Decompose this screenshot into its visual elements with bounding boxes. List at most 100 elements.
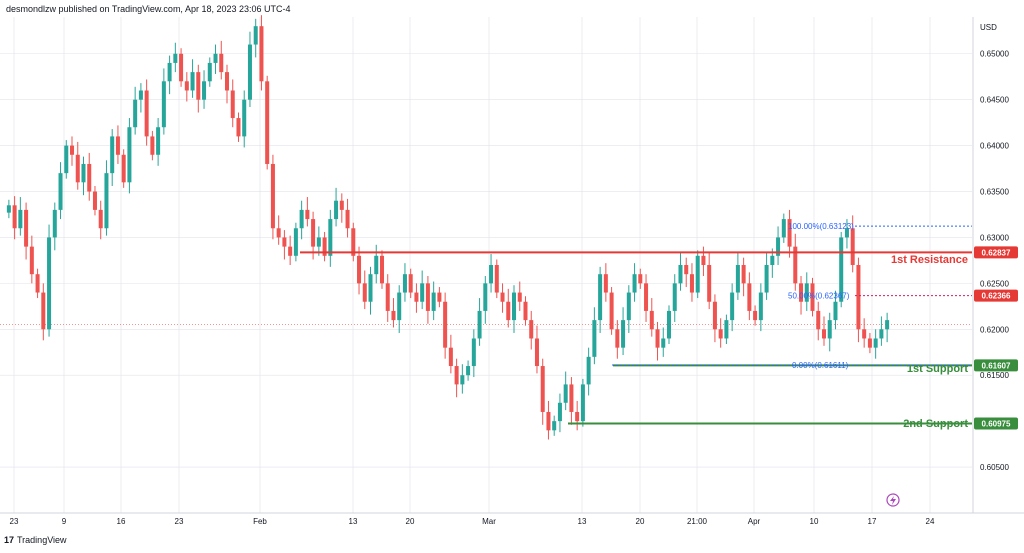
x-tick-label: 13: [578, 517, 587, 526]
tradingview-logo: 17 TradingView: [4, 535, 67, 545]
candle-body: [81, 163, 86, 183]
candle-body: [534, 338, 539, 367]
candle-body: [316, 237, 321, 247]
candle-body: [661, 338, 666, 348]
candle-body: [156, 127, 161, 155]
candle-body: [207, 62, 212, 82]
candle-body: [701, 255, 706, 265]
candle-body: [466, 366, 471, 376]
price-tags: 0.62837 0.61607 0.60975 0.62366: [974, 246, 1018, 430]
candle-body: [420, 283, 425, 302]
candle-body: [615, 329, 620, 348]
candle-body: [753, 310, 758, 321]
candle-body: [115, 136, 120, 155]
candle-body: [712, 301, 717, 330]
candle-body: [489, 265, 494, 284]
candle-body: [603, 274, 608, 293]
candle-body: [672, 283, 677, 311]
candle-body: [546, 411, 551, 431]
candle-body: [850, 228, 855, 265]
candle-body: [471, 338, 476, 367]
candle-body: [552, 421, 557, 431]
candle-body: [741, 265, 746, 284]
candle-body: [75, 154, 80, 183]
candle-body: [787, 219, 792, 247]
candle-body: [833, 301, 838, 321]
candle-body: [64, 145, 69, 174]
candle-body: [644, 283, 649, 311]
y-tick-label: 0.62000: [980, 325, 1009, 334]
candle-body: [569, 384, 574, 412]
candle-body: [167, 62, 172, 82]
candle-body: [242, 99, 247, 137]
time-axis: 23 9 16 23 Feb 13 20 Mar 13 20 21:00 Apr 10 17 24: [10, 517, 935, 526]
fib-label: 0.00%(0.61611): [792, 361, 849, 370]
candle-body: [827, 320, 832, 339]
candle-body: [735, 265, 740, 293]
candlestick-series: [6, 15, 890, 440]
candle-body: [144, 90, 149, 137]
candle-body: [707, 265, 712, 302]
price-axis: 0.65000 0.64500 0.64000 0.63500 0.63000 0.625…: [980, 50, 1009, 472]
candle-body: [282, 237, 287, 247]
chart-grid: [0, 17, 972, 513]
y-tick-label: 0.64500: [980, 96, 1009, 105]
candle-body: [689, 274, 694, 293]
fib-levels: 100.00%(0.63123) 50.00%(0.62367) 0.00%(0.6…: [612, 222, 972, 370]
candle-body: [345, 209, 350, 229]
candle-body: [385, 283, 390, 311]
price-tag-label: 0.62837: [982, 248, 1011, 257]
candle-body: [454, 366, 459, 385]
x-tick-label: 10: [810, 517, 819, 526]
publisher-header: desmondlzw published on TradingView.com,…: [6, 4, 291, 14]
candle-body: [506, 301, 511, 321]
candle-body: [127, 127, 132, 183]
candle-body: [483, 283, 488, 311]
candle-body: [655, 329, 660, 348]
candle-body: [402, 274, 407, 293]
candle-body: [322, 237, 327, 256]
y-tick-label: 0.63500: [980, 188, 1009, 197]
candle-body: [540, 366, 545, 412]
candle-body: [202, 81, 207, 100]
candle-body: [770, 255, 775, 265]
candle-body: [666, 310, 672, 339]
price-tag-label: 0.61607: [982, 361, 1011, 370]
candle-body: [477, 310, 482, 339]
candle-body: [110, 136, 115, 174]
candle-body: [839, 237, 844, 302]
candle-body: [408, 274, 413, 293]
candle-body: [357, 255, 362, 284]
y-tick-label: 0.60500: [980, 463, 1009, 472]
x-tick-label: 16: [117, 517, 126, 526]
lightning-icon[interactable]: [886, 493, 900, 507]
candle-body: [500, 292, 505, 302]
y-tick-label: 0.64000: [980, 142, 1009, 151]
tradingview-logo-mark: 17: [4, 535, 15, 545]
candle-body: [362, 283, 367, 302]
candle-body: [517, 292, 522, 302]
candle-body: [529, 320, 534, 339]
candle-body: [873, 338, 878, 348]
candle-body: [862, 329, 867, 339]
level-label: 1st Resistance: [891, 254, 968, 266]
x-tick-label: 17: [868, 517, 877, 526]
candle-body: [351, 228, 356, 256]
candle-body: [724, 320, 729, 339]
fib-label: 50.00%(0.62367): [788, 292, 850, 301]
candle-body: [844, 228, 849, 238]
candle-body: [821, 329, 826, 339]
candle-body: [867, 338, 872, 348]
candle-body: [29, 246, 34, 275]
candle-body: [810, 283, 815, 311]
candle-body: [276, 228, 281, 238]
candle-body: [328, 219, 333, 256]
x-tick-label: 20: [406, 517, 415, 526]
candle-body: [609, 292, 614, 330]
x-tick-label: 24: [926, 517, 935, 526]
candle-body: [649, 310, 654, 330]
candle-body: [730, 292, 735, 321]
candle-body: [776, 237, 781, 256]
candle-body: [632, 274, 637, 293]
